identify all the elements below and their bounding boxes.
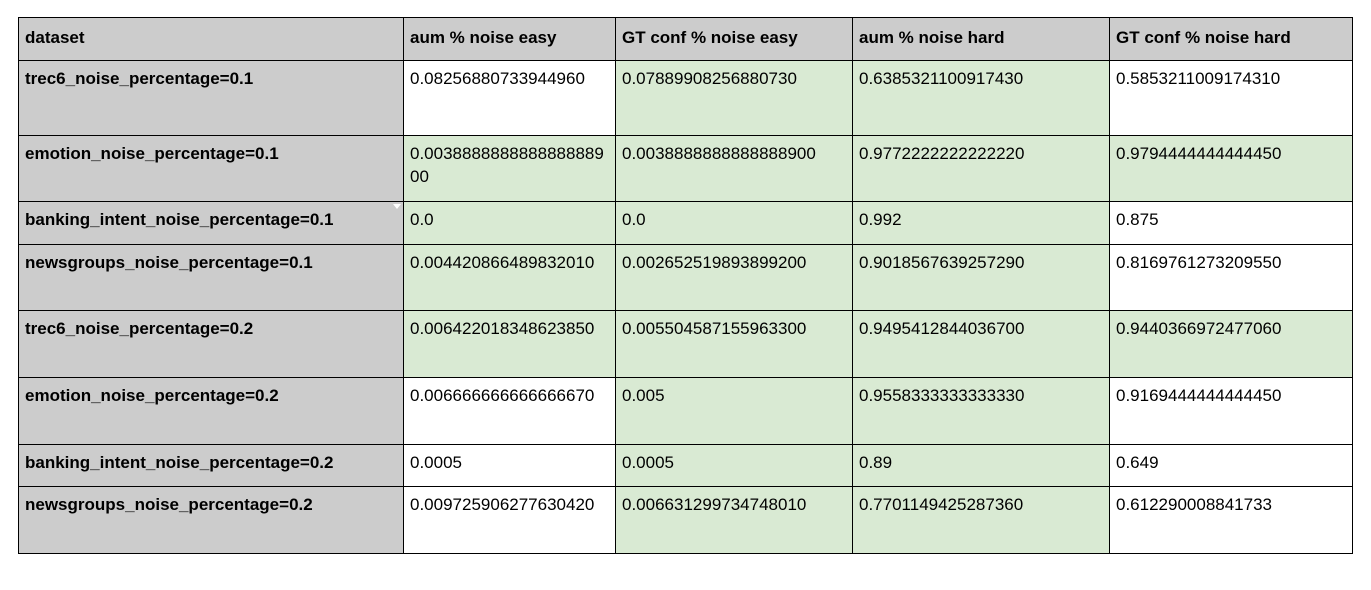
- dataset-cell[interactable]: trec6_noise_percentage=0.2: [18, 310, 404, 378]
- aum-easy-cell[interactable]: 0.003888888888888888900: [403, 135, 616, 202]
- gt-easy-cell[interactable]: 0.07889908256880730: [615, 60, 853, 136]
- table-row: newsgroups_noise_percentage=0.1 0.004420…: [18, 244, 1353, 311]
- dataset-cell[interactable]: trec6_noise_percentage=0.1: [18, 60, 404, 136]
- filter-dropdown-icon[interactable]: [393, 204, 401, 209]
- gt-hard-cell[interactable]: 0.9440366972477060: [1109, 310, 1353, 378]
- header-gt-easy[interactable]: GT conf % noise easy: [615, 17, 853, 61]
- aum-hard-cell[interactable]: 0.89: [852, 444, 1110, 487]
- aum-hard-cell[interactable]: 0.7701149425287360: [852, 486, 1110, 554]
- dataset-label: banking_intent_noise_percentage=0.1: [25, 210, 334, 229]
- aum-hard-cell[interactable]: 0.9495412844036700: [852, 310, 1110, 378]
- header-aum-hard[interactable]: aum % noise hard: [852, 17, 1110, 61]
- dataset-cell[interactable]: emotion_noise_percentage=0.2: [18, 377, 404, 445]
- gt-hard-cell[interactable]: 0.649: [1109, 444, 1353, 487]
- aum-easy-cell[interactable]: 0.006666666666666670: [403, 377, 616, 445]
- table-row: trec6_noise_percentage=0.1 0.08256880733…: [18, 60, 1353, 136]
- header-row: dataset aum % noise easy GT conf % noise…: [18, 17, 1353, 61]
- gt-easy-cell[interactable]: 0.002652519893899200: [615, 244, 853, 311]
- table-row: newsgroups_noise_percentage=0.2 0.009725…: [18, 486, 1353, 554]
- header-dataset[interactable]: dataset: [18, 17, 404, 61]
- dataset-cell[interactable]: newsgroups_noise_percentage=0.1: [18, 244, 404, 311]
- gt-easy-cell[interactable]: 0.0005: [615, 444, 853, 487]
- dataset-cell[interactable]: banking_intent_noise_percentage=0.1: [18, 201, 404, 245]
- aum-hard-cell[interactable]: 0.6385321100917430: [852, 60, 1110, 136]
- gt-hard-cell[interactable]: 0.8169761273209550: [1109, 244, 1353, 311]
- table-row: banking_intent_noise_percentage=0.1 0.0 …: [18, 201, 1353, 245]
- header-aum-easy[interactable]: aum % noise easy: [403, 17, 616, 61]
- aum-hard-cell[interactable]: 0.9772222222222220: [852, 135, 1110, 202]
- header-gt-hard[interactable]: GT conf % noise hard: [1109, 17, 1353, 61]
- gt-hard-cell[interactable]: 0.612290008841733: [1109, 486, 1353, 554]
- aum-easy-cell[interactable]: 0.0: [403, 201, 616, 245]
- gt-hard-cell[interactable]: 0.875: [1109, 201, 1353, 245]
- dataset-cell[interactable]: newsgroups_noise_percentage=0.2: [18, 486, 404, 554]
- gt-easy-cell[interactable]: 0.005: [615, 377, 853, 445]
- gt-easy-cell[interactable]: 0.0: [615, 201, 853, 245]
- results-table: dataset aum % noise easy GT conf % noise…: [18, 17, 1353, 554]
- dataset-cell[interactable]: banking_intent_noise_percentage=0.2: [18, 444, 404, 487]
- gt-hard-cell[interactable]: 0.9794444444444450: [1109, 135, 1353, 202]
- dataset-cell[interactable]: emotion_noise_percentage=0.1: [18, 135, 404, 202]
- aum-easy-cell[interactable]: 0.004420866489832010: [403, 244, 616, 311]
- table-row: emotion_noise_percentage=0.1 0.003888888…: [18, 135, 1353, 202]
- aum-easy-cell[interactable]: 0.0005: [403, 444, 616, 487]
- aum-easy-cell[interactable]: 0.006422018348623850: [403, 310, 616, 378]
- gt-easy-cell[interactable]: 0.006631299734748010: [615, 486, 853, 554]
- aum-easy-cell[interactable]: 0.08256880733944960: [403, 60, 616, 136]
- aum-easy-cell[interactable]: 0.009725906277630420: [403, 486, 616, 554]
- table-row: trec6_noise_percentage=0.2 0.00642201834…: [18, 310, 1353, 378]
- gt-hard-cell[interactable]: 0.9169444444444450: [1109, 377, 1353, 445]
- gt-easy-cell[interactable]: 0.0038888888888888900: [615, 135, 853, 202]
- aum-hard-cell[interactable]: 0.9558333333333330: [852, 377, 1110, 445]
- table-row: banking_intent_noise_percentage=0.2 0.00…: [18, 444, 1353, 487]
- gt-hard-cell[interactable]: 0.5853211009174310: [1109, 60, 1353, 136]
- aum-hard-cell[interactable]: 0.992: [852, 201, 1110, 245]
- gt-easy-cell[interactable]: 0.005504587155963300: [615, 310, 853, 378]
- table-row: emotion_noise_percentage=0.2 0.006666666…: [18, 377, 1353, 445]
- aum-hard-cell[interactable]: 0.9018567639257290: [852, 244, 1110, 311]
